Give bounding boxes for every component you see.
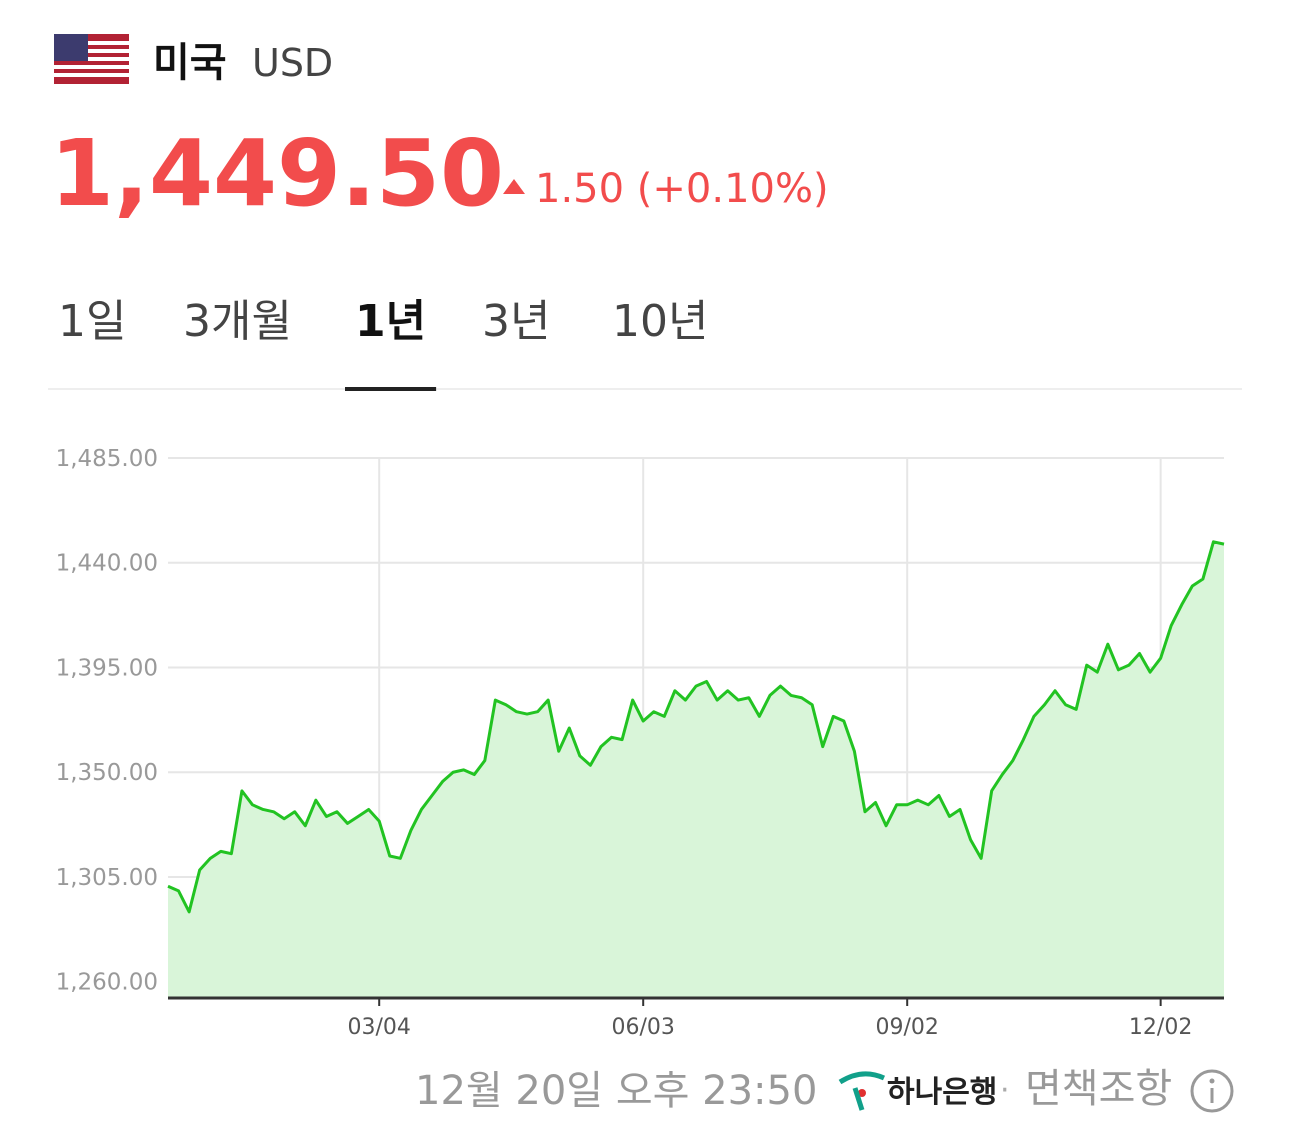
- bank-logo-icon: [838, 1071, 886, 1111]
- tab[interactable]: 3개월: [183, 296, 292, 347]
- info-icon[interactable]: [1190, 1069, 1234, 1113]
- chart: 1,260.00 1,305.00 1,350.00 1,395.00 1,440.00…: [56, 446, 1225, 1040]
- tab-bar: 1일 3개월 1년 3년 10년: [58, 296, 708, 391]
- tab[interactable]: 3년: [482, 296, 550, 347]
- up-triangle: [503, 179, 525, 194]
- price-change: 1.50 (+0.10%): [535, 166, 829, 212]
- disclaimer[interactable]: 면책조항: [1025, 1066, 1172, 1112]
- y-tick-label: 1,305.00: [56, 865, 158, 891]
- us-flag: [54, 34, 129, 84]
- x-tick-label: 06/03: [611, 1015, 674, 1040]
- x-tick-label: 12/02: [1129, 1015, 1192, 1040]
- country: 미국: [153, 40, 227, 86]
- y-tick-label: 1,395.00: [56, 655, 158, 681]
- timestamp: 12월 20일 오후 23:50: [415, 1068, 817, 1114]
- y-tick-label: 1,260.00: [56, 970, 158, 996]
- y-tick-label: 1,485.00: [56, 446, 158, 472]
- price: 1,449.50: [50, 120, 504, 227]
- y-tick-label: 1,440.00: [56, 551, 158, 577]
- tab[interactable]: 10년: [612, 296, 708, 347]
- bank-name: 하나은행: [887, 1075, 997, 1110]
- separator: ·: [1000, 1073, 1010, 1108]
- active-tab-underline: [345, 387, 437, 391]
- x-tick-label: 03/04: [347, 1015, 410, 1040]
- tab[interactable]: 1년: [355, 296, 426, 347]
- area-fill: [168, 541, 1224, 998]
- tab[interactable]: 1일: [58, 296, 126, 347]
- y-tick-label: 1,350.00: [56, 760, 158, 786]
- price-line: [167, 540, 1225, 914]
- currency: USD: [252, 41, 333, 85]
- x-tick-label: 09/02: [875, 1015, 938, 1040]
